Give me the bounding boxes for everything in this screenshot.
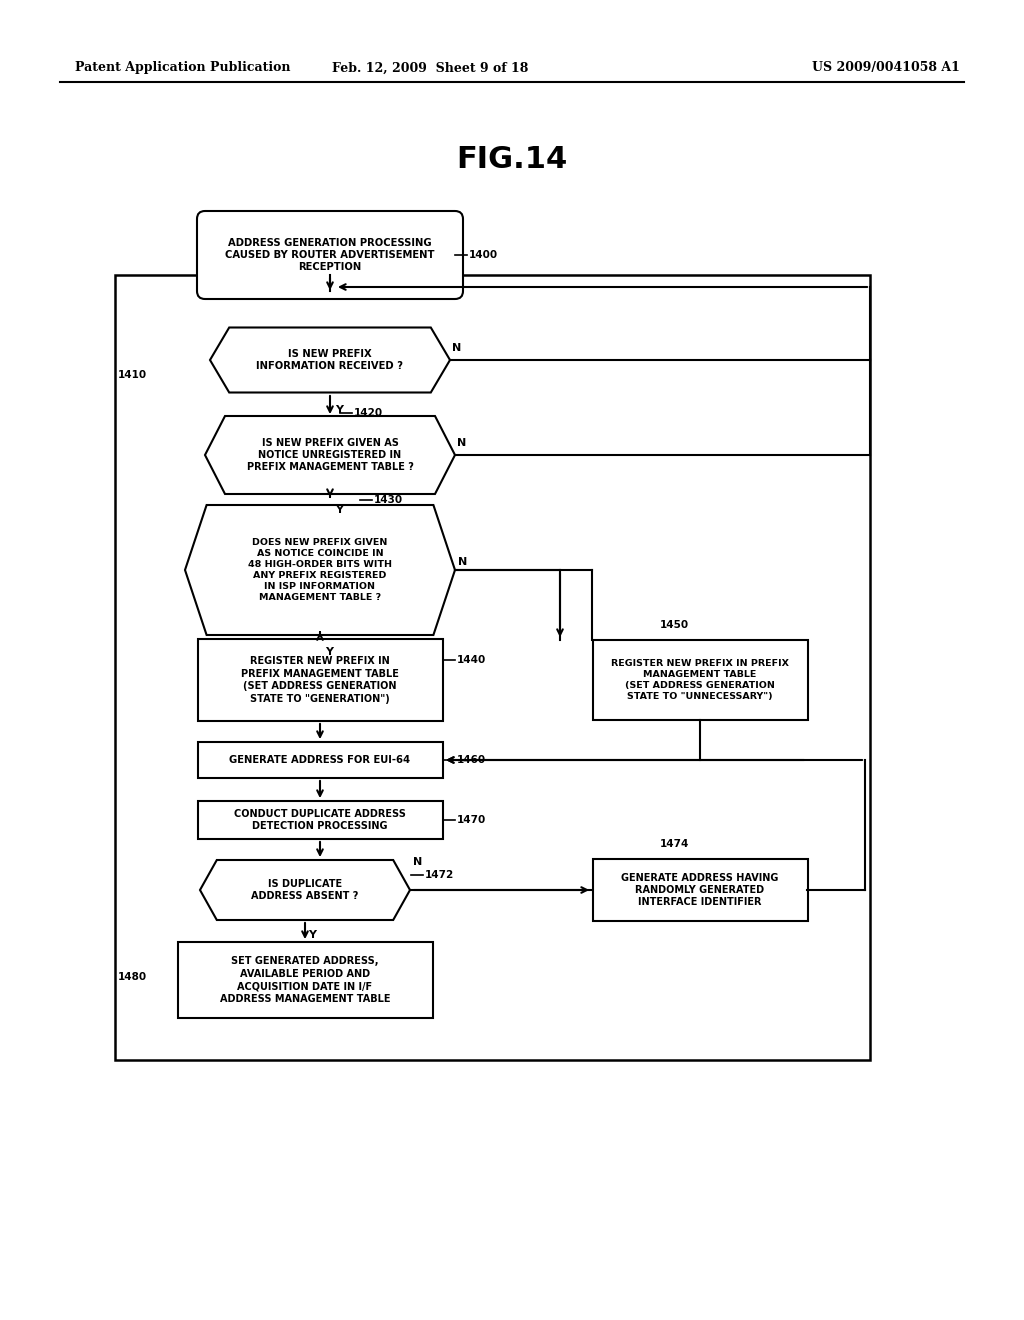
Text: ADDRESS GENERATION PROCESSING
CAUSED BY ROUTER ADVERTISEMENT
RECEPTION: ADDRESS GENERATION PROCESSING CAUSED BY … <box>225 238 435 272</box>
Bar <box>593 640 808 719</box>
Text: Y: Y <box>308 931 316 940</box>
Text: FIG.14: FIG.14 <box>457 145 567 174</box>
Text: 1472: 1472 <box>425 870 455 880</box>
Text: 1460: 1460 <box>457 755 486 766</box>
Text: 1410: 1410 <box>118 370 147 380</box>
Polygon shape <box>205 416 455 494</box>
Text: 1440: 1440 <box>457 655 486 665</box>
FancyBboxPatch shape <box>197 211 463 300</box>
Text: N: N <box>452 343 461 352</box>
Text: N: N <box>457 438 466 447</box>
Text: SET GENERATED ADDRESS,
AVAILABLE PERIOD AND
ACQUISITION DATE IN I/F
ADDRESS MANA: SET GENERATED ADDRESS, AVAILABLE PERIOD … <box>220 957 390 1003</box>
Text: IS NEW PREFIX
INFORMATION RECEIVED ?: IS NEW PREFIX INFORMATION RECEIVED ? <box>256 348 403 371</box>
Text: Feb. 12, 2009  Sheet 9 of 18: Feb. 12, 2009 Sheet 9 of 18 <box>332 62 528 74</box>
Polygon shape <box>185 506 455 635</box>
Bar <box>198 742 442 777</box>
Text: US 2009/0041058 A1: US 2009/0041058 A1 <box>812 62 961 74</box>
Text: IS NEW PREFIX GIVEN AS
NOTICE UNREGISTERED IN
PREFIX MANAGEMENT TABLE ?: IS NEW PREFIX GIVEN AS NOTICE UNREGISTER… <box>247 438 414 473</box>
Text: N: N <box>458 557 467 568</box>
Text: 1470: 1470 <box>457 814 486 825</box>
Text: Y: Y <box>325 647 333 657</box>
Text: DOES NEW PREFIX GIVEN
AS NOTICE COINCIDE IN
48 HIGH-ORDER BITS WITH
ANY PREFIX R: DOES NEW PREFIX GIVEN AS NOTICE COINCIDE… <box>248 537 392 602</box>
Text: REGISTER NEW PREFIX IN PREFIX
MANAGEMENT TABLE
(SET ADDRESS GENERATION
STATE TO : REGISTER NEW PREFIX IN PREFIX MANAGEMENT… <box>611 659 790 701</box>
Text: 1474: 1474 <box>660 840 689 849</box>
Text: Patent Application Publication: Patent Application Publication <box>75 62 291 74</box>
Bar <box>115 275 870 1060</box>
Text: Y: Y <box>335 506 343 515</box>
Text: REGISTER NEW PREFIX IN
PREFIX MANAGEMENT TABLE
(SET ADDRESS GENERATION
STATE TO : REGISTER NEW PREFIX IN PREFIX MANAGEMENT… <box>241 656 399 704</box>
Text: Y: Y <box>335 405 343 414</box>
Text: 1480: 1480 <box>118 972 147 982</box>
Polygon shape <box>210 327 450 392</box>
Text: 1420: 1420 <box>354 408 383 418</box>
Polygon shape <box>200 861 410 920</box>
Text: 1450: 1450 <box>660 620 689 630</box>
Bar <box>198 639 442 721</box>
Text: 1400: 1400 <box>469 249 498 260</box>
Text: CONDUCT DUPLICATE ADDRESS
DETECTION PROCESSING: CONDUCT DUPLICATE ADDRESS DETECTION PROC… <box>234 809 406 832</box>
Text: GENERATE ADDRESS HAVING
RANDOMLY GENERATED
INTERFACE IDENTIFIER: GENERATE ADDRESS HAVING RANDOMLY GENERAT… <box>622 873 778 907</box>
Text: IS DUPLICATE
ADDRESS ABSENT ?: IS DUPLICATE ADDRESS ABSENT ? <box>251 879 358 902</box>
Text: N: N <box>413 857 422 867</box>
Text: 1430: 1430 <box>374 495 403 506</box>
Bar <box>593 859 808 921</box>
Bar <box>177 942 432 1018</box>
Bar <box>198 801 442 840</box>
Text: GENERATE ADDRESS FOR EUI-64: GENERATE ADDRESS FOR EUI-64 <box>229 755 411 766</box>
